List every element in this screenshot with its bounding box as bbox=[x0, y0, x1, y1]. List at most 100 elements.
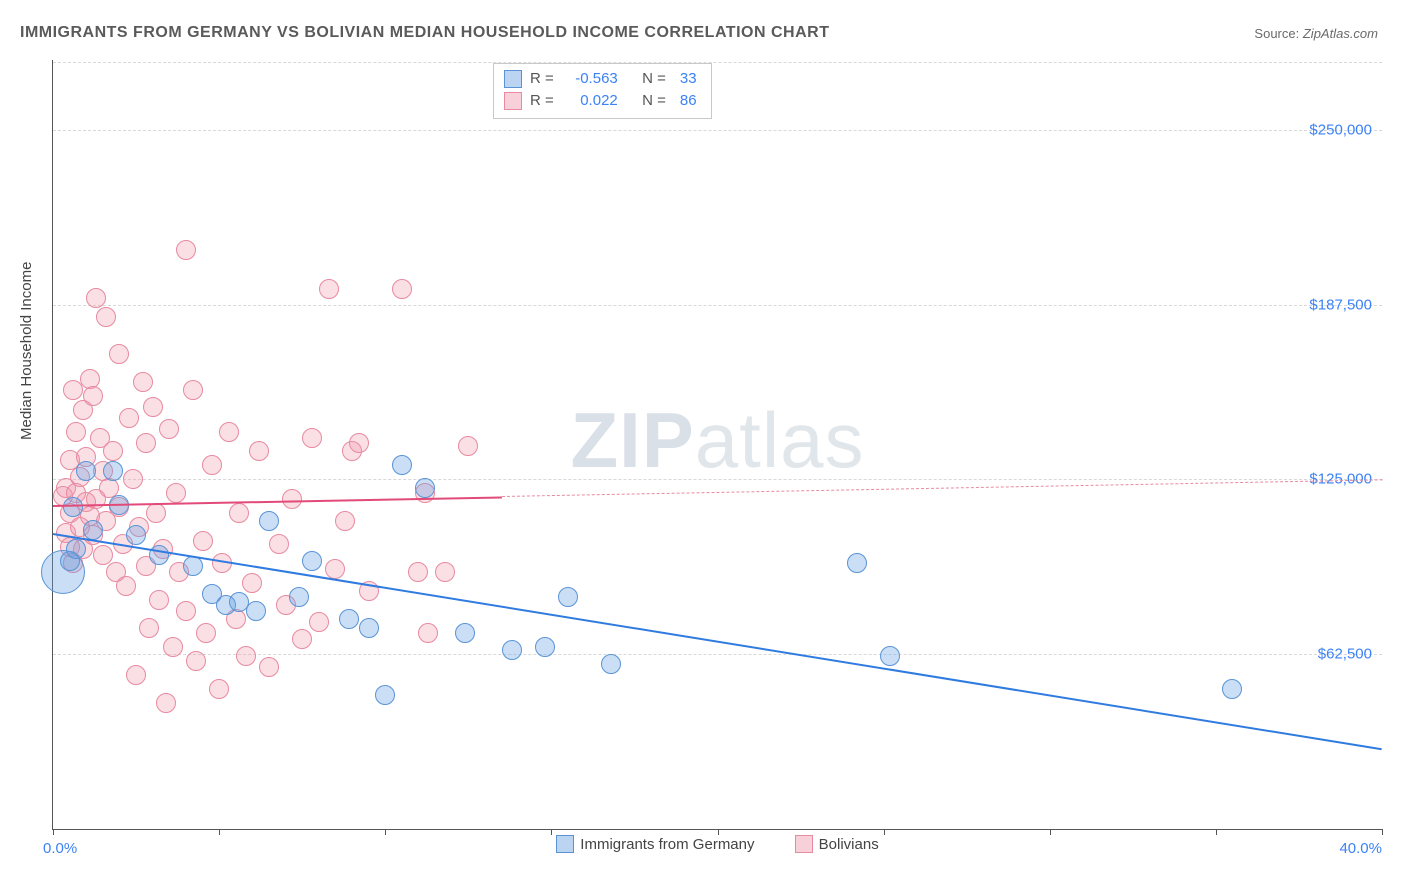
regression-line bbox=[502, 479, 1382, 497]
data-point bbox=[359, 618, 379, 638]
data-point bbox=[349, 433, 369, 453]
n-value-germany: 33 bbox=[680, 68, 697, 90]
data-point bbox=[219, 422, 239, 442]
y-tick-label: $250,000 bbox=[1309, 121, 1372, 138]
watermark-bold: ZIP bbox=[570, 395, 694, 483]
x-tick bbox=[53, 829, 54, 835]
gridline bbox=[53, 62, 1382, 63]
x-tick bbox=[1216, 829, 1217, 835]
x-tick bbox=[385, 829, 386, 835]
data-point bbox=[229, 503, 249, 523]
data-point bbox=[415, 478, 435, 498]
data-point bbox=[269, 534, 289, 554]
data-point bbox=[143, 397, 163, 417]
data-point bbox=[408, 562, 428, 582]
data-point bbox=[159, 419, 179, 439]
x-tick bbox=[718, 829, 719, 835]
data-point bbox=[259, 511, 279, 531]
data-point bbox=[847, 553, 867, 573]
legend-label-bolivians: Bolivians bbox=[819, 836, 879, 853]
data-point bbox=[249, 441, 269, 461]
data-point bbox=[302, 428, 322, 448]
data-point bbox=[176, 601, 196, 621]
source-label: Source: bbox=[1254, 26, 1299, 41]
legend-item-bolivians: Bolivians bbox=[795, 835, 879, 853]
data-point bbox=[319, 279, 339, 299]
data-point bbox=[392, 279, 412, 299]
data-point bbox=[202, 455, 222, 475]
data-point bbox=[109, 344, 129, 364]
data-point bbox=[119, 408, 139, 428]
data-point bbox=[196, 623, 216, 643]
y-axis-title: Median Household Income bbox=[18, 262, 35, 440]
swatch-germany bbox=[504, 70, 522, 88]
swatch-germany bbox=[556, 835, 574, 853]
data-point bbox=[66, 539, 86, 559]
data-point bbox=[418, 623, 438, 643]
plot-area: ZIPatlas R = -0.563 N = 33 R = 0.022 N =… bbox=[52, 60, 1382, 830]
r-label: R = bbox=[530, 68, 554, 90]
data-point bbox=[458, 436, 478, 456]
data-point bbox=[149, 545, 169, 565]
data-point bbox=[209, 679, 229, 699]
x-tick bbox=[884, 829, 885, 835]
data-point bbox=[63, 497, 83, 517]
data-point bbox=[455, 623, 475, 643]
swatch-bolivians bbox=[504, 92, 522, 110]
data-point bbox=[83, 386, 103, 406]
data-point bbox=[292, 629, 312, 649]
r-label: R = bbox=[530, 90, 554, 112]
data-point bbox=[502, 640, 522, 660]
data-point bbox=[126, 525, 146, 545]
data-point bbox=[176, 240, 196, 260]
data-point bbox=[339, 609, 359, 629]
data-point bbox=[146, 503, 166, 523]
data-point bbox=[123, 469, 143, 489]
data-point bbox=[96, 307, 116, 327]
data-point bbox=[139, 618, 159, 638]
data-point bbox=[880, 646, 900, 666]
data-point bbox=[289, 587, 309, 607]
data-point bbox=[103, 441, 123, 461]
data-point bbox=[83, 520, 103, 540]
chart-title: IMMIGRANTS FROM GERMANY VS BOLIVIAN MEDI… bbox=[20, 24, 829, 42]
data-point bbox=[193, 531, 213, 551]
data-point bbox=[435, 562, 455, 582]
data-point bbox=[186, 651, 206, 671]
data-point bbox=[259, 657, 279, 677]
data-point bbox=[149, 590, 169, 610]
gridline bbox=[53, 130, 1382, 131]
data-point bbox=[1222, 679, 1242, 699]
legend-label-germany: Immigrants from Germany bbox=[580, 836, 754, 853]
gridline bbox=[53, 479, 1382, 480]
data-point bbox=[163, 637, 183, 657]
watermark-light: atlas bbox=[695, 395, 865, 483]
data-point bbox=[76, 461, 96, 481]
data-point bbox=[183, 380, 203, 400]
source-value: ZipAtlas.com bbox=[1303, 26, 1378, 41]
data-point bbox=[126, 665, 146, 685]
data-point bbox=[535, 637, 555, 657]
r-value-germany: -0.563 bbox=[562, 68, 618, 90]
data-point bbox=[93, 545, 113, 565]
data-point bbox=[116, 576, 136, 596]
data-point bbox=[156, 693, 176, 713]
regression-line bbox=[53, 533, 1382, 750]
r-value-bolivians: 0.022 bbox=[562, 90, 618, 112]
data-point bbox=[601, 654, 621, 674]
data-point bbox=[335, 511, 355, 531]
data-point bbox=[242, 573, 262, 593]
x-tick bbox=[1382, 829, 1383, 835]
x-tick bbox=[551, 829, 552, 835]
n-label: N = bbox=[642, 90, 666, 112]
data-point bbox=[183, 556, 203, 576]
stats-row-bolivians: R = 0.022 N = 86 bbox=[504, 90, 697, 112]
data-point bbox=[103, 461, 123, 481]
x-tick bbox=[219, 829, 220, 835]
watermark: ZIPatlas bbox=[570, 394, 864, 485]
data-point bbox=[136, 433, 156, 453]
source-attribution: Source: ZipAtlas.com bbox=[1254, 26, 1378, 41]
data-point bbox=[302, 551, 322, 571]
n-label: N = bbox=[642, 68, 666, 90]
swatch-bolivians bbox=[795, 835, 813, 853]
